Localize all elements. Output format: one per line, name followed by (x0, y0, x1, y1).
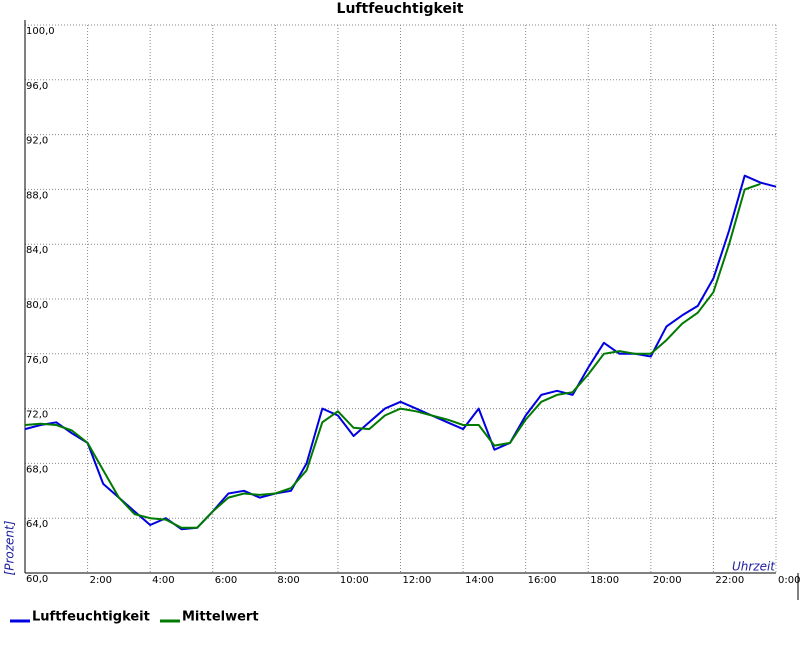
y-tick-label: 72,0 (26, 410, 48, 421)
x-tick-label: 6:00 (215, 575, 237, 586)
y-tick-label: 100,0 (26, 26, 55, 37)
chart-title: Luftfeuchtigkeit (337, 1, 464, 17)
x-tick-label: 10:00 (340, 575, 369, 586)
legend-label: Mittelwert (182, 610, 259, 625)
y-tick-label: 84,0 (26, 245, 48, 256)
x-tick-label: 4:00 (152, 575, 174, 586)
y-tick-label: 68,0 (26, 464, 48, 475)
y-tick-label: 80,0 (26, 300, 48, 311)
x-tick-label: 0:00 (778, 575, 800, 586)
x-tick-label: 16:00 (528, 575, 557, 586)
x-tick-label: 18:00 (590, 575, 619, 586)
series-line (24, 174, 777, 531)
x-tick-label: 22:00 (715, 575, 744, 586)
y-tick-label: 96,0 (26, 81, 48, 92)
legend-label: Luftfeuchtigkeit (32, 610, 150, 625)
y-tick-label: 76,0 (26, 355, 48, 366)
x-tick-label: 20:00 (653, 575, 682, 586)
x-tick-label: 2:00 (90, 575, 112, 586)
x-tick-label: 8:00 (277, 575, 299, 586)
y-axis-label: [Prozent] (3, 520, 17, 575)
x-tick-label: 12:00 (403, 575, 432, 586)
y-tick-label: 88,0 (26, 190, 48, 201)
x-axis-label: Uhrzeit (732, 560, 776, 574)
series-line (24, 182, 761, 529)
y-tick-label: 60,0 (26, 574, 48, 585)
x-tick-label: 14:00 (465, 575, 494, 586)
y-tick-label: 92,0 (26, 136, 48, 147)
y-tick-label: 64,0 (26, 519, 48, 530)
